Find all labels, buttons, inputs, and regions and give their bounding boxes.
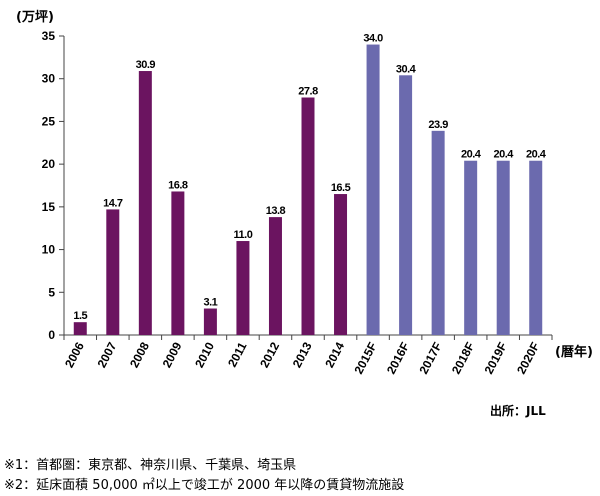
value-label-2011: 11.0 — [234, 229, 253, 241]
bar-2010 — [203, 308, 217, 335]
value-label-2019F: 20.4 — [493, 149, 514, 161]
chart-bars — [73, 44, 543, 336]
y-tick-label: 10 — [42, 243, 56, 257]
value-label-2007: 14.7 — [103, 197, 123, 209]
bar-2016F — [399, 75, 413, 335]
bar-2018F — [464, 160, 478, 335]
bar-2009 — [171, 191, 185, 335]
x-unit-label: (暦年) — [555, 344, 593, 360]
x-tick-label-2009: 2009 — [160, 340, 185, 370]
x-tick-label-2013: 2013 — [290, 340, 315, 370]
x-tick-label-2018F: 2018F — [449, 340, 477, 377]
y-tick-label: 35 — [42, 29, 56, 43]
bar-2006 — [73, 322, 87, 335]
x-tick-label-2012: 2012 — [257, 340, 282, 370]
footnote-1: ※1：首都圏：東京都、神奈川県、千葉県、埼玉県 — [4, 458, 297, 473]
bar-2015F — [366, 44, 380, 336]
bar-2017F — [431, 130, 445, 335]
x-tick-label-2016F: 2016F — [384, 340, 412, 377]
x-tick-label-2010: 2010 — [192, 340, 217, 370]
bar-2008 — [138, 71, 152, 336]
value-label-2015F: 34.0 — [363, 33, 383, 45]
bar-2011 — [236, 241, 250, 335]
value-label-2008: 30.9 — [136, 59, 156, 71]
value-label-2016F: 30.4 — [396, 63, 417, 75]
value-label-2009: 16.8 — [168, 179, 188, 191]
y-tick-label: 5 — [48, 285, 55, 299]
source-note: 出所：JLL — [490, 404, 546, 418]
value-label-2013: 27.8 — [298, 86, 318, 98]
y-tick-label: 0 — [48, 328, 55, 342]
footnote-2: ※2：延床面積 50,000 ㎡以上で竣工が 2000 年以降の賃貸物流施設 — [4, 478, 405, 493]
y-unit-label: (万坪) — [16, 10, 54, 25]
x-tick-label-2019F: 2019F — [482, 340, 510, 377]
bar-2020F — [529, 160, 543, 335]
y-tick-label: 20 — [42, 157, 56, 171]
bar-2007 — [106, 209, 120, 335]
y-tick-label: 30 — [42, 72, 56, 86]
value-label-2006: 1.5 — [73, 310, 87, 322]
y-tick-label: 15 — [42, 200, 56, 214]
bar-2013 — [301, 97, 315, 335]
x-tick-label-2006: 2006 — [62, 340, 87, 370]
x-tick-label-2014: 2014 — [322, 340, 347, 370]
value-label-2010: 3.1 — [204, 297, 218, 309]
value-label-2014: 16.5 — [331, 182, 351, 194]
x-tick-label-2017F: 2017F — [416, 340, 444, 377]
y-tick-label: 25 — [42, 114, 56, 128]
x-tick-label-2011: 2011 — [225, 340, 250, 370]
value-label-2017F: 23.9 — [428, 119, 448, 131]
value-label-2018F: 20.4 — [461, 149, 482, 161]
x-tick-label-2020F: 2020F — [514, 340, 542, 377]
bar-2012 — [268, 217, 282, 335]
x-tick-label-2008: 2008 — [127, 340, 152, 370]
x-tick-label-2015F: 2015F — [351, 340, 379, 377]
bar-2014 — [334, 194, 348, 335]
value-label-2012: 13.8 — [266, 205, 286, 217]
x-tick-label-2007: 2007 — [95, 340, 120, 370]
bar-2019F — [496, 160, 510, 335]
value-label-2020F: 20.4 — [526, 149, 547, 161]
bar-chart: 0 5 10 15 20 25 30 35 (万坪) (暦年) 1.5 2006 14.7 2007 30.… — [16, 10, 593, 377]
